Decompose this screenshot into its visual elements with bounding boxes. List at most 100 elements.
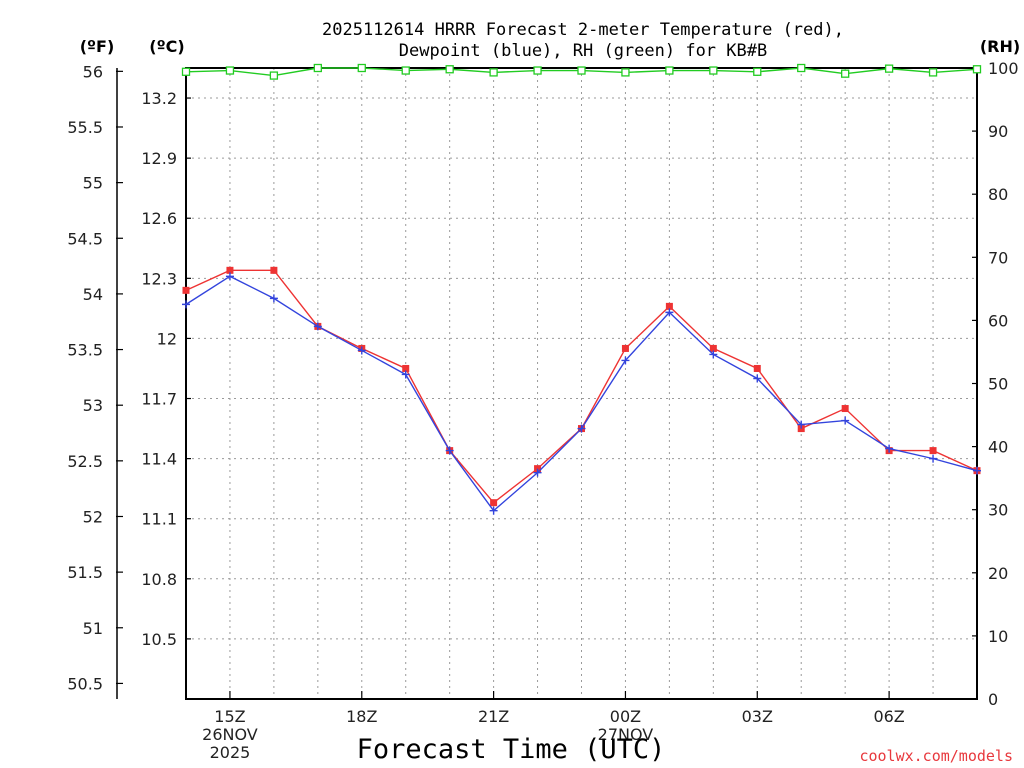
fahrenheit-tick-label: 50.5 [67, 674, 103, 693]
rh-point [928, 68, 938, 77]
dewpoint-point [621, 356, 630, 365]
chart-title-line2: Dewpoint (blue), RH (green) for KB#B [399, 41, 767, 61]
celsius-tick-label: 11.1 [141, 510, 177, 529]
rh-tick-label: 0 [988, 690, 998, 709]
rh-tick-label: 100 [988, 59, 1019, 78]
dewpoint-point [182, 300, 190, 309]
temperature-point [534, 465, 542, 473]
dewpoint-point [753, 374, 762, 383]
rh-point [225, 66, 235, 75]
temperature-point [929, 447, 937, 455]
temperature-point [182, 286, 190, 294]
fahrenheit-tick-label: 55.5 [67, 118, 103, 137]
dewpoint-point [313, 322, 322, 331]
temperature-point [621, 344, 629, 352]
x-axis-tick-label: 18Z [346, 707, 377, 726]
rh-point [489, 68, 498, 77]
rh-point [313, 63, 322, 73]
celsius-tick-label: 12.9 [141, 149, 177, 168]
grid-lines [186, 68, 977, 699]
rh-tick-label: 80 [988, 185, 1008, 204]
dewpoint-point [885, 444, 894, 453]
fahrenheit-tick-label: 52.5 [67, 452, 103, 471]
axes: 56 55.5 55 54.5 54 53.5 53 52.5 52 51.5 51 50.5 13.2… [67, 59, 1018, 762]
x-axis-tick-label: 00Z [610, 707, 641, 726]
temperature-point [402, 364, 410, 372]
rh-point [533, 66, 542, 75]
rh-tick-label: 30 [988, 501, 1008, 520]
dewpoint-point [401, 370, 410, 379]
fahrenheit-tick-label: 51.5 [67, 563, 103, 582]
rh-point [884, 64, 894, 73]
x-axis-tick-label: 03Z [742, 707, 773, 726]
dewpoint-point [489, 506, 498, 515]
celsius-tick-label: 10.8 [141, 570, 177, 589]
plot-frame [185, 67, 978, 700]
rh-unit-label: (RH) [980, 37, 1020, 56]
temperature-point [709, 344, 717, 352]
temperature-point [665, 302, 673, 310]
rh-point [972, 65, 982, 74]
x-axis-tick-label: 27NOV [598, 725, 654, 744]
x-axis-tick-label: 15Z [214, 707, 245, 726]
rh-tick-label: 50 [988, 375, 1008, 394]
fahrenheit-tick-label: 55 [83, 174, 103, 193]
fahrenheit-tick-label: 52 [83, 507, 103, 526]
fahrenheit-unit-label: (ºF) [80, 37, 115, 56]
dewpoint-point [533, 468, 542, 477]
rh-point [357, 63, 366, 73]
rh-point [621, 68, 630, 77]
x-axis-tick-label: 06Z [873, 707, 904, 726]
rh-point [445, 65, 454, 74]
rh-point [709, 66, 718, 75]
fahrenheit-tick-label: 53 [83, 396, 103, 415]
fahrenheit-tick-label: 54 [83, 285, 103, 304]
rh-point [181, 67, 191, 76]
celsius-tick-label: 12.6 [141, 209, 177, 228]
temperature-point [841, 405, 849, 413]
x-axis-tick-label: 2025 [210, 743, 251, 762]
x-axis-title: Forecast Time (UTC) [357, 734, 666, 765]
rh-point [269, 71, 279, 80]
source-credit: coolwx.com/models [859, 747, 1013, 765]
dewpoint-point [797, 420, 806, 429]
rh-point [665, 66, 674, 75]
celsius-tick-label: 10.5 [141, 630, 177, 649]
dewpoint-point [665, 308, 674, 317]
x-axis-tick-label: 21Z [478, 707, 509, 726]
dewpoint-point [577, 424, 586, 433]
rh-tick-label: 20 [988, 564, 1008, 583]
rh-tick-label: 70 [988, 248, 1008, 267]
dewpoint-point [357, 346, 366, 355]
celsius-tick-label: 13.2 [141, 89, 177, 108]
rh-point [577, 66, 586, 75]
celsius-tick-label: 12 [157, 329, 177, 348]
dewpoint-point [841, 416, 850, 425]
rh-tick-label: 90 [988, 122, 1008, 141]
rh-tick-label: 10 [988, 627, 1008, 646]
temperature-point [490, 499, 498, 507]
celsius-tick-label: 11.7 [141, 390, 177, 409]
rh-point [797, 63, 806, 73]
fahrenheit-tick-label: 56 [83, 62, 103, 81]
rh-point [401, 66, 410, 75]
celsius-tick-label: 12.3 [141, 269, 177, 288]
data-series [181, 63, 982, 515]
chart-title-line1: 2025112614 HRRR Forecast 2-meter Tempera… [322, 20, 844, 40]
x-axis-tick-label: 26NOV [202, 725, 258, 744]
dewpoint-point [269, 294, 278, 303]
fahrenheit-tick-label: 53.5 [67, 341, 103, 360]
temperature-point [270, 266, 278, 274]
rh-point [841, 69, 850, 78]
temperature-point [753, 364, 761, 372]
celsius-unit-label: (ºC) [149, 37, 184, 56]
dewpoint-point [973, 466, 981, 475]
fahrenheit-tick-label: 54.5 [67, 229, 103, 248]
rh-tick-label: 40 [988, 438, 1008, 457]
rh-point [753, 67, 762, 76]
rh-tick-label: 60 [988, 311, 1008, 330]
dewpoint-point [929, 454, 938, 463]
celsius-tick-label: 11.4 [141, 450, 177, 469]
temperature-point [797, 425, 805, 433]
